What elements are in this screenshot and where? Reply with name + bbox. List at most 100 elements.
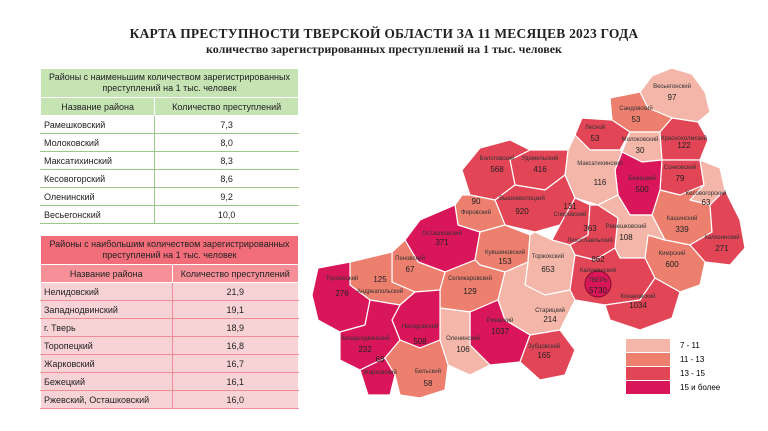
legend-swatch-4 — [626, 381, 670, 394]
district-value-label: 129 — [463, 287, 477, 296]
district-name: Оленинский — [39, 187, 156, 206]
district-label: Торжокский — [532, 253, 564, 260]
district-label: Кимрский — [659, 250, 686, 257]
district-label: Калязинский — [704, 234, 739, 241]
district-value: 16,1 — [171, 372, 300, 391]
district-value-label: 90 — [472, 197, 481, 206]
district-label: Максатихинский — [577, 160, 622, 167]
district-label: Бельский — [415, 368, 441, 375]
table-row: Жарковский 16,7 — [40, 354, 300, 373]
page-subtitle: количество зарегистрированных преступлен… — [206, 42, 562, 56]
district-label: Конаковский — [621, 293, 656, 300]
district-label: Спировский — [553, 211, 586, 218]
district-label: Нелидовский — [402, 323, 439, 330]
legend-label-2: 11 - 13 — [680, 355, 705, 364]
district-value-label: 68 — [376, 355, 385, 364]
district-value-label: 53 — [591, 134, 600, 143]
district-label: Весьегонский — [653, 83, 691, 90]
district-value-label: 653 — [541, 265, 555, 274]
district-value-label: 165 — [537, 351, 551, 360]
tver-city-marker[interactable] — [584, 270, 612, 298]
district-name: г. Тверь — [40, 318, 173, 337]
district-name: Рамешковский — [39, 115, 156, 134]
district-value: 16,0 — [171, 390, 300, 409]
page-title: КАРТА ПРЕСТУПНОСТИ ТВЕРСКОЙ ОБЛАСТИ ЗА 1… — [129, 26, 639, 41]
district-value-label: 125 — [373, 275, 387, 284]
legend-swatch-1 — [626, 339, 670, 352]
legend-label-3: 13 - 15 — [680, 369, 705, 378]
district-value-label: 67 — [406, 265, 415, 274]
district-rameshkovsky[interactable] — [597, 194, 666, 259]
district-value-label: 500 — [635, 185, 649, 194]
lowest-col-name: Название района — [39, 97, 156, 116]
table-row: Ржевский, Осташковский 16,0 — [40, 390, 300, 409]
table-row: Весьегонский 10,0 — [39, 205, 299, 224]
district-label: Удомельский — [522, 155, 558, 162]
district-name: Молоковский — [39, 133, 156, 152]
table-row: г. Тверь 18,9 — [40, 318, 300, 337]
district-label: Молоковский — [622, 136, 659, 143]
district-value-label: 416 — [533, 165, 547, 174]
district-belsky[interactable] — [384, 339, 449, 399]
district-value-label: 508 — [413, 337, 427, 346]
district-value-label: 153 — [498, 257, 512, 266]
district-label: Бологовский — [480, 155, 515, 162]
district-value-label: 79 — [676, 174, 685, 183]
legend-label-1: 7 - 11 — [680, 341, 700, 350]
highest-table-caption: Районы с наибольшим количеством зарегист… — [40, 235, 299, 265]
district-value-label: 131 — [563, 202, 577, 211]
district-label: Лихославльский — [567, 237, 612, 244]
district-label: Фировский — [461, 209, 491, 216]
district-value-label: 600 — [665, 260, 679, 269]
district-value-label: 371 — [435, 238, 449, 247]
district-label: Торопецкий — [326, 275, 359, 282]
district-label: Зубцовский — [528, 343, 560, 350]
district-value-label: 920 — [515, 207, 529, 216]
district-zharkovsky[interactable] — [359, 357, 396, 396]
district-value-label: 58 — [424, 379, 433, 388]
district-value: 8,0 — [154, 133, 299, 152]
district-label: Осташковский — [422, 230, 462, 237]
district-label: Кувшиновский — [485, 249, 525, 256]
district-value-label: 271 — [715, 244, 729, 253]
district-label: Андреапольский — [357, 288, 403, 295]
district-value-label: 30 — [636, 146, 645, 155]
district-value-label: 106 — [456, 345, 470, 354]
district-label: Старицкий — [535, 307, 565, 314]
lowest-crime-table: Районы с наименьшим количеством зарегист… — [39, 68, 299, 224]
district-zubtsovsky[interactable] — [519, 329, 576, 381]
district-name: Ржевский, Осташковский — [40, 390, 173, 409]
district-label: Сандовский — [619, 105, 652, 112]
highest-col-value: Количество преступлений — [171, 264, 300, 283]
district-label: Жарковский — [363, 369, 397, 376]
highest-crime-table: Районы с наибольшим количеством зарегист… — [40, 235, 300, 409]
district-label: Кашинский — [667, 215, 698, 222]
district-label: ТВЕРЬ — [588, 278, 608, 284]
district-zapadnodvinsky[interactable] — [339, 299, 401, 371]
district-value-label: 63 — [702, 198, 711, 207]
highest-col-name: Название района — [40, 264, 173, 283]
district-value-label: 363 — [583, 224, 597, 233]
district-label: Рамешковский — [606, 223, 647, 230]
legend-swatch-2 — [626, 353, 670, 366]
district-name: Жарковский — [40, 354, 173, 373]
district-konakovsky[interactable] — [604, 277, 681, 331]
lowest-table-caption: Районы с наименьшим количеством зарегист… — [40, 68, 299, 98]
district-value-label: 1034 — [629, 301, 647, 310]
district-name: Весьегонский — [39, 205, 156, 224]
district-value-label: 232 — [358, 345, 372, 354]
district-value-label: 276 — [335, 289, 349, 298]
table-row: Молоковский 8,0 — [39, 133, 299, 152]
district-label: Калининский — [580, 267, 616, 274]
district-label: Кесовогорский — [686, 190, 727, 197]
district-value-label: 339 — [675, 225, 689, 234]
district-label: Селижаровский — [448, 275, 492, 282]
district-value: 10,0 — [154, 205, 299, 224]
district-value-label: 862 — [591, 255, 605, 264]
table-row: Торопецкий 16,8 — [40, 336, 300, 355]
district-value: 8,3 — [154, 151, 299, 170]
district-label: Ржевский — [487, 317, 514, 324]
legend-swatch-3 — [626, 367, 670, 380]
district-value-label: 5730 — [589, 286, 607, 295]
district-label: Краснохолмский — [661, 135, 707, 142]
